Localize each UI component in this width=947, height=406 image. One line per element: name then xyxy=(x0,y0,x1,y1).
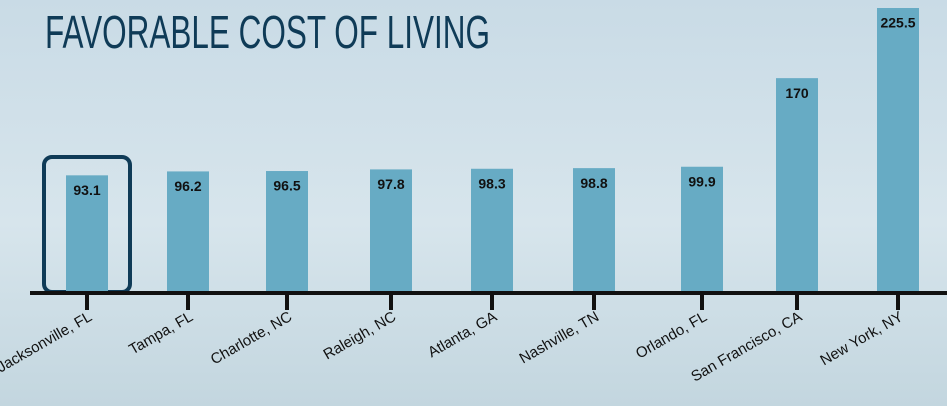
bar xyxy=(681,166,723,293)
value-label: 99.9 xyxy=(688,173,715,189)
chart-title: FAVORABLE COST OF LIVING xyxy=(45,6,490,58)
bar xyxy=(167,171,209,293)
bar xyxy=(370,169,412,293)
value-label: 93.1 xyxy=(73,182,100,198)
bar xyxy=(877,8,919,293)
bar xyxy=(573,168,615,293)
value-label: 98.8 xyxy=(580,175,607,191)
value-label: 225.5 xyxy=(880,15,915,31)
bar xyxy=(776,78,818,293)
value-label: 97.8 xyxy=(377,176,404,192)
bar xyxy=(266,171,308,293)
value-label: 98.3 xyxy=(478,175,505,191)
value-label: 170 xyxy=(785,85,809,101)
bar xyxy=(66,175,108,293)
value-label: 96.5 xyxy=(273,178,300,194)
bar xyxy=(471,168,513,293)
value-label: 96.2 xyxy=(174,178,201,194)
